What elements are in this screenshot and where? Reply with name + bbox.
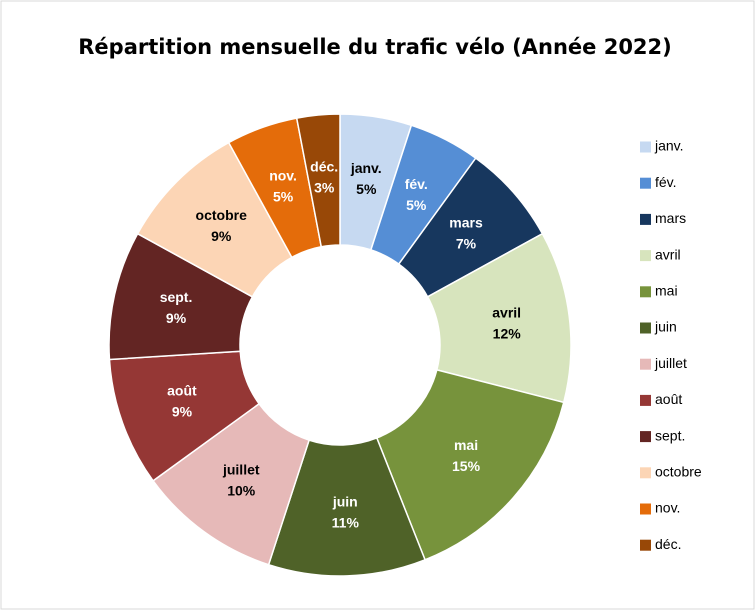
legend-swatch [640,177,651,189]
legend-swatch [640,503,651,515]
legend-swatch [640,467,651,479]
legend-label: sept. [655,427,685,443]
slice-value-label: 9% [172,404,193,420]
slice-value-label: 3% [314,179,335,195]
slice-category-label: fév. [405,176,428,192]
legend-swatch [640,322,651,334]
slice-category-label: nov. [269,168,297,184]
legend-swatch [640,431,651,443]
legend-swatch [640,358,651,370]
slice-value-label: 12% [493,326,522,342]
legend-swatch [640,250,651,262]
legend-swatch [640,394,651,406]
slice-value-label: 10% [227,483,256,499]
slice-value-label: 11% [332,515,360,531]
legend-label: juin [654,319,677,335]
slice-category-label: avril [492,305,521,321]
legend-swatch [640,213,651,225]
legend-swatch [640,539,651,551]
legend-label: avril [655,246,681,262]
legend-label: nov. [655,500,680,516]
slice-category-label: août [167,383,197,399]
donut-slice [375,368,565,561]
slice-value-label: 5% [356,181,377,197]
legend-label: mars [655,210,686,226]
legend-swatch [640,141,651,153]
slice-value-label: 5% [273,189,294,205]
slice-value-label: 15% [452,458,481,474]
slice-value-label: 9% [211,228,232,244]
slice-category-label: mai [454,437,478,453]
legend-swatch [640,286,651,298]
slice-category-label: juillet [222,462,260,478]
slice-category-label: déc. [310,158,338,174]
chart-title: Répartition mensuelle du trafic vélo (An… [78,35,672,59]
slice-category-label: sept. [160,289,193,305]
slice-value-label: 7% [456,236,477,252]
legend-label: août [655,391,682,407]
legend-label: déc. [655,536,681,552]
slice-category-label: janv. [350,160,382,176]
legend-label: octobre [655,464,702,480]
slice-category-label: mars [449,215,483,231]
legend-label: juillet [654,355,687,371]
slice-category-label: juin [332,494,358,510]
legend-label: janv. [654,138,684,154]
slice-category-label: octobre [196,207,248,223]
slice-value-label: 5% [406,197,427,213]
slice-value-label: 9% [166,310,187,326]
legend-label: fév. [655,174,677,190]
legend-label: mai [655,283,678,299]
donut-slice [295,113,341,248]
